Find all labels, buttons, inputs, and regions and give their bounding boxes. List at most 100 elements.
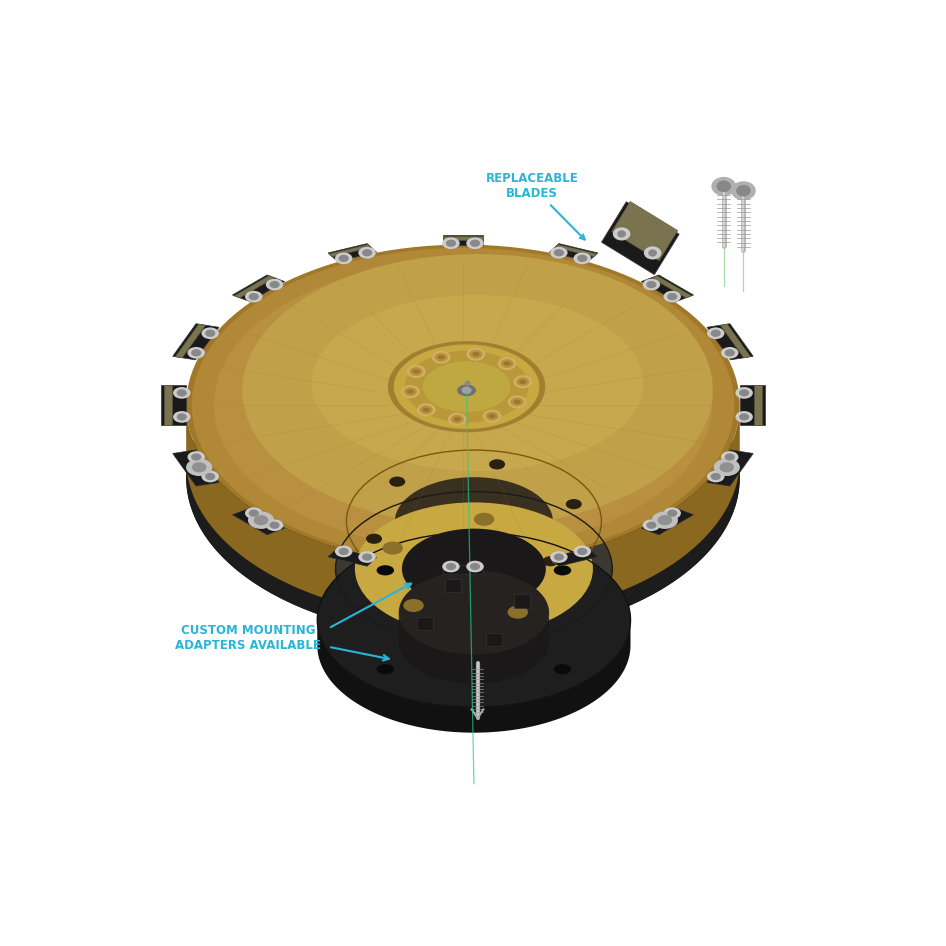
Ellipse shape xyxy=(270,521,280,529)
Polygon shape xyxy=(443,236,483,245)
Ellipse shape xyxy=(214,261,712,549)
Ellipse shape xyxy=(382,541,403,554)
Ellipse shape xyxy=(446,239,456,247)
Polygon shape xyxy=(394,521,552,613)
Ellipse shape xyxy=(514,376,533,388)
Ellipse shape xyxy=(551,247,568,258)
Ellipse shape xyxy=(186,245,740,565)
Ellipse shape xyxy=(462,387,472,394)
Ellipse shape xyxy=(663,290,681,303)
Ellipse shape xyxy=(397,428,551,514)
Ellipse shape xyxy=(388,342,545,432)
Polygon shape xyxy=(233,508,285,534)
Ellipse shape xyxy=(270,292,657,517)
Ellipse shape xyxy=(498,357,517,370)
Ellipse shape xyxy=(711,177,736,196)
Polygon shape xyxy=(328,243,377,261)
Ellipse shape xyxy=(470,239,480,247)
Ellipse shape xyxy=(735,387,753,398)
Ellipse shape xyxy=(366,534,382,544)
Polygon shape xyxy=(754,385,762,425)
Ellipse shape xyxy=(710,473,721,481)
Ellipse shape xyxy=(187,347,205,359)
Ellipse shape xyxy=(500,359,514,368)
Ellipse shape xyxy=(735,412,753,423)
Ellipse shape xyxy=(405,351,529,423)
Ellipse shape xyxy=(517,377,530,386)
Ellipse shape xyxy=(404,387,417,396)
Ellipse shape xyxy=(442,237,460,249)
Ellipse shape xyxy=(553,664,571,674)
Polygon shape xyxy=(173,324,219,359)
Ellipse shape xyxy=(443,573,459,584)
Ellipse shape xyxy=(401,385,420,398)
Ellipse shape xyxy=(710,329,721,337)
Polygon shape xyxy=(515,594,531,607)
Ellipse shape xyxy=(667,510,677,517)
Ellipse shape xyxy=(573,253,591,264)
Ellipse shape xyxy=(245,290,262,303)
Ellipse shape xyxy=(420,406,432,414)
Ellipse shape xyxy=(359,552,376,563)
Polygon shape xyxy=(317,620,630,732)
Polygon shape xyxy=(602,201,679,274)
Polygon shape xyxy=(486,633,502,646)
Ellipse shape xyxy=(242,254,713,527)
Ellipse shape xyxy=(446,563,456,570)
Ellipse shape xyxy=(311,295,643,471)
Ellipse shape xyxy=(192,248,734,562)
Ellipse shape xyxy=(482,410,501,423)
Ellipse shape xyxy=(488,414,496,418)
Ellipse shape xyxy=(454,417,461,421)
Polygon shape xyxy=(397,470,551,557)
Ellipse shape xyxy=(186,318,740,638)
Polygon shape xyxy=(641,508,693,534)
Ellipse shape xyxy=(721,347,739,359)
Polygon shape xyxy=(641,275,693,302)
Polygon shape xyxy=(721,324,750,358)
Ellipse shape xyxy=(416,403,435,416)
Ellipse shape xyxy=(346,450,602,593)
Ellipse shape xyxy=(409,434,539,507)
Text: CUSTOM MOUNTING
ADAPTERS AVAILABLE: CUSTOM MOUNTING ADAPTERS AVAILABLE xyxy=(175,624,321,652)
Ellipse shape xyxy=(442,561,460,572)
Ellipse shape xyxy=(205,329,216,337)
Ellipse shape xyxy=(394,477,552,566)
Ellipse shape xyxy=(736,184,751,197)
Ellipse shape xyxy=(667,293,677,300)
Polygon shape xyxy=(165,385,171,425)
Ellipse shape xyxy=(249,293,259,300)
Polygon shape xyxy=(235,275,274,298)
Polygon shape xyxy=(443,565,483,574)
Ellipse shape xyxy=(543,556,558,567)
Ellipse shape xyxy=(466,237,483,249)
Ellipse shape xyxy=(508,395,527,409)
Ellipse shape xyxy=(566,499,582,509)
Ellipse shape xyxy=(389,477,405,487)
Ellipse shape xyxy=(577,254,587,262)
Ellipse shape xyxy=(519,379,526,384)
Ellipse shape xyxy=(489,459,505,469)
Ellipse shape xyxy=(191,453,201,461)
Ellipse shape xyxy=(648,250,657,256)
Polygon shape xyxy=(652,275,692,298)
Ellipse shape xyxy=(551,552,568,563)
Ellipse shape xyxy=(613,227,630,240)
Ellipse shape xyxy=(503,361,511,366)
Ellipse shape xyxy=(423,361,510,412)
Polygon shape xyxy=(740,385,764,425)
Ellipse shape xyxy=(266,279,283,290)
Ellipse shape xyxy=(336,492,612,646)
Polygon shape xyxy=(162,385,186,425)
Ellipse shape xyxy=(205,473,216,481)
Ellipse shape xyxy=(739,413,749,421)
Ellipse shape xyxy=(249,510,259,517)
Ellipse shape xyxy=(466,561,483,572)
Ellipse shape xyxy=(617,230,626,237)
Polygon shape xyxy=(707,450,753,486)
Ellipse shape xyxy=(731,182,756,201)
Ellipse shape xyxy=(508,605,528,619)
Ellipse shape xyxy=(577,548,587,555)
Ellipse shape xyxy=(359,247,376,258)
Ellipse shape xyxy=(201,327,219,339)
